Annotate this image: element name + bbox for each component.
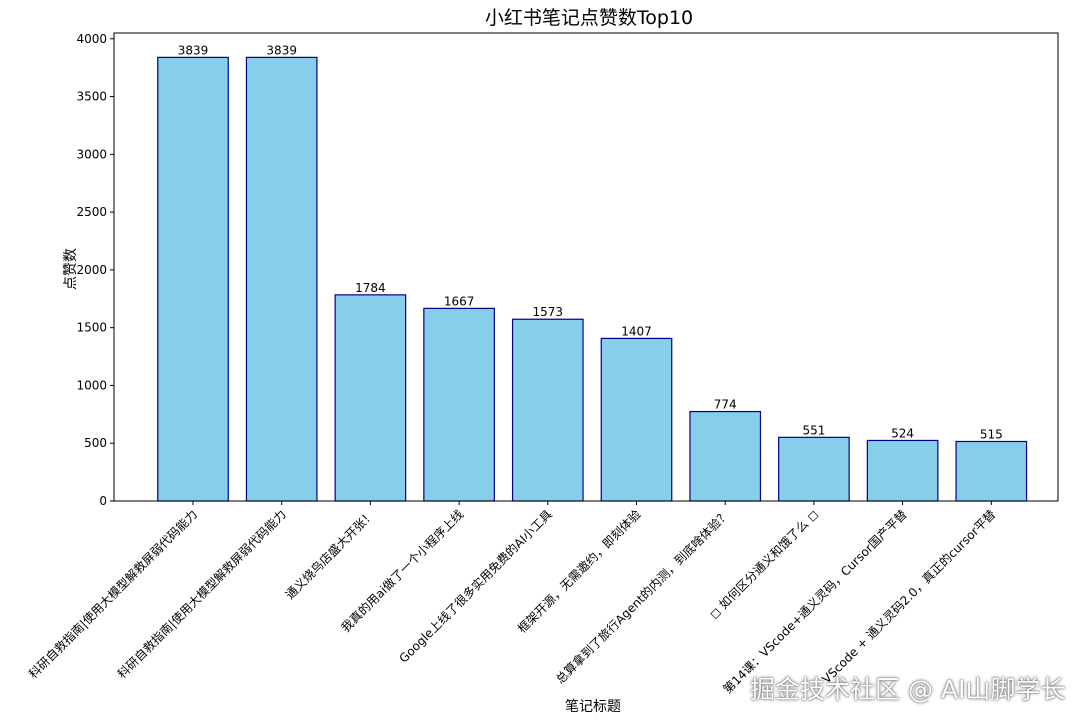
y-tick-label-3500: 3500 — [76, 90, 107, 104]
bar-8 — [778, 436, 850, 502]
bar-6 — [600, 337, 673, 502]
data-label-6: 1407 — [621, 324, 652, 338]
bar-2 — [245, 56, 318, 502]
y-tick-label-1000: 1000 — [76, 378, 107, 392]
data-label-1: 3839 — [178, 43, 209, 57]
bar-3 — [334, 294, 407, 502]
plot-frame — [113, 32, 1059, 502]
x-tick-label-9: 第14课：VScode+通义灵码，Cursor国产平替 — [721, 507, 910, 696]
y-tick-label-0: 0 — [99, 494, 107, 508]
data-label-9: 524 — [891, 426, 914, 440]
bar-1 — [157, 56, 229, 502]
x-tick-label-3: 通义烧鸟店盛大开张！ — [282, 507, 377, 602]
bar-9 — [866, 439, 939, 502]
watermark-text: 掘金技术社区 @ AI山脚学长 — [750, 675, 1066, 704]
data-label-5: 1573 — [533, 305, 564, 319]
y-tick-label-2500: 2500 — [76, 205, 107, 219]
data-label-8: 551 — [802, 423, 825, 437]
y-tick-label-500: 500 — [84, 436, 107, 450]
data-label-10: 515 — [980, 427, 1003, 441]
bar-10 — [955, 440, 1028, 502]
x-tick-label-7: 总算拿到了旅行Agent的内测，到底啥体验？ — [552, 507, 732, 687]
x-tick-label-2: 科研自救指南|使用大模型解救屏弱代码能力 — [114, 507, 289, 682]
data-label-2: 3839 — [266, 43, 297, 57]
bars-layer — [157, 56, 1028, 502]
x-tick-label-5: Google上线了很多实用免费的AI小工具 — [396, 507, 555, 666]
bar-4 — [423, 307, 495, 502]
data-label-7: 774 — [714, 398, 737, 412]
x-tick-label-1: 科研自救指南|使用大模型解救屏弱代码能力 — [25, 507, 200, 682]
data-labels-layer: 3839 3839 1784 1667 1573 1407 774 551 524 515 — [178, 43, 1003, 441]
y-axis-label: 点赞数 — [63, 248, 79, 290]
y-tick-label-4000: 4000 — [76, 32, 107, 46]
y-tick-label-3000: 3000 — [76, 147, 107, 161]
y-tick-label-2000: 2000 — [76, 263, 107, 277]
x-axis-ticks: 科研自救指南|使用大模型解救屏弱代码能力科研自救指南|使用大模型解救屏弱代码能力… — [25, 501, 998, 696]
data-label-4: 1667 — [444, 294, 475, 308]
chart-title: 小红书笔记点赞数Top10 — [485, 7, 693, 29]
data-label-3: 1784 — [355, 281, 386, 295]
y-axis-ticks: 0 500 1000 1500 2000 2500 3000 3500 4000 — [76, 32, 114, 508]
bar-7 — [689, 410, 762, 502]
x-axis-label: 笔记标题 — [565, 699, 621, 715]
x-tick-label-10: VScode + 通义灵码2.0，真正的cursor平替 — [819, 507, 999, 687]
y-tick-label-1500: 1500 — [76, 321, 107, 335]
bar-5 — [511, 318, 584, 502]
